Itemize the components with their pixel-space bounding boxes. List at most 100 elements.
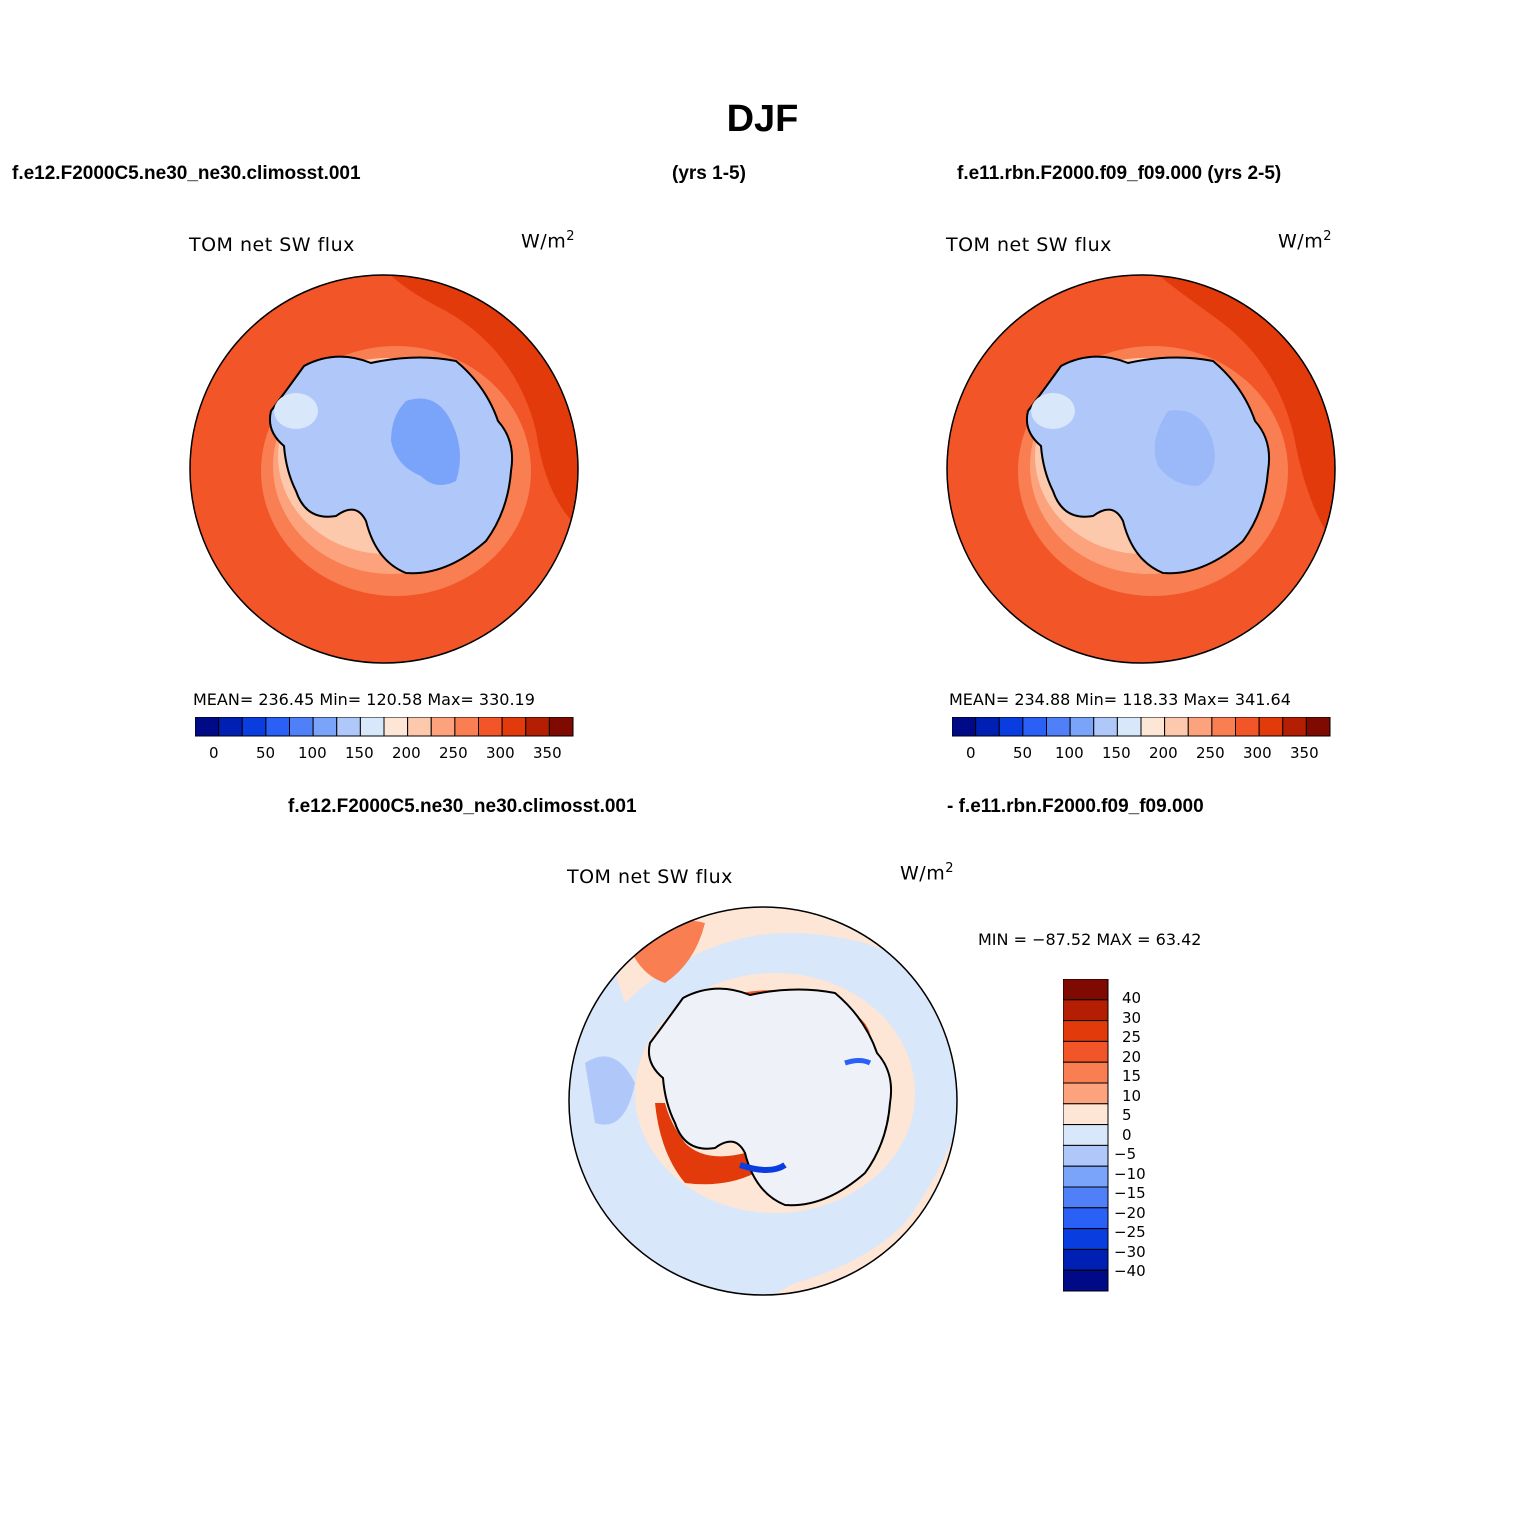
map-boundary bbox=[568, 906, 958, 1296]
negative-diff-patch bbox=[585, 1056, 635, 1125]
right-case-header: f.e11.rbn.F2000.f09_f09.000 (yrs 2-5) bbox=[957, 163, 1282, 184]
colorbar-swatch bbox=[407, 717, 432, 737]
diff-stats: MIN = −87.52 MAX = 63.42 bbox=[978, 930, 1202, 949]
colorbar-swatch bbox=[1282, 717, 1307, 737]
diff-case-b-header: - f.e11.rbn.F2000.f09_f09.000 bbox=[947, 796, 1204, 817]
diff-tick: −25 bbox=[1114, 1223, 1146, 1241]
colorbar-swatch bbox=[1063, 1040, 1109, 1063]
colorbar-swatch bbox=[1063, 1186, 1109, 1209]
antarctica-continent bbox=[647, 987, 893, 1207]
left-variable-label: TOM net SW flux bbox=[189, 234, 355, 256]
colorbar-swatch bbox=[1063, 999, 1109, 1022]
colorbar-swatch bbox=[312, 717, 338, 737]
colorbar-swatch bbox=[548, 717, 574, 737]
diff-tick: 25 bbox=[1122, 1028, 1142, 1046]
right-units-label: W/m2 bbox=[1278, 229, 1332, 253]
coastal-strong-negative-east bbox=[844, 1058, 872, 1066]
right-polar-map bbox=[946, 274, 1336, 664]
ice-shelf-region bbox=[1031, 393, 1075, 429]
right-tick: 100 bbox=[1055, 744, 1084, 762]
right-tick: 150 bbox=[1102, 744, 1131, 762]
left-tick: 0 bbox=[209, 744, 219, 762]
colorbar-swatch bbox=[1235, 717, 1260, 737]
coastal-strong-positive bbox=[655, 1103, 755, 1185]
colorbar-swatch bbox=[501, 717, 527, 737]
diff-colorbar-ticks: 40 30 25 20 15 10 5 0 −5 −10 −15 −20 −25… bbox=[1114, 979, 1178, 1292]
diff-tick: 0 bbox=[1122, 1126, 1132, 1144]
colorbar-swatch bbox=[1140, 717, 1166, 737]
antarctica-continent bbox=[268, 355, 514, 575]
colorbar-swatch bbox=[265, 717, 291, 737]
left-tick: 200 bbox=[392, 744, 421, 762]
diff-tick: −5 bbox=[1114, 1145, 1137, 1163]
colorbar-swatch bbox=[1063, 1082, 1109, 1105]
colorbar-swatch bbox=[1187, 717, 1213, 737]
colorbar-swatch bbox=[1069, 717, 1095, 737]
colorbar-swatch bbox=[383, 717, 409, 737]
colorbar-swatch bbox=[1063, 979, 1109, 1001]
left-tick: 350 bbox=[533, 744, 562, 762]
colorbar-swatch bbox=[1063, 1228, 1109, 1250]
diff-tick: 20 bbox=[1122, 1048, 1142, 1066]
colorbar-swatch bbox=[1063, 1165, 1109, 1188]
right-stats: MEAN= 234.88 Min= 118.33 Max= 341.64 bbox=[949, 690, 1291, 709]
colorbar-swatch bbox=[454, 717, 480, 737]
colorbar-swatch bbox=[1063, 1061, 1109, 1084]
colorbar-swatch bbox=[1305, 717, 1331, 737]
colorbar-swatch bbox=[1063, 1103, 1109, 1126]
colorbar-swatch bbox=[1063, 1269, 1109, 1292]
map-boundary bbox=[946, 274, 1336, 664]
left-tick: 250 bbox=[439, 744, 468, 762]
diff-tick: −30 bbox=[1114, 1243, 1146, 1261]
coastal-strong-negative bbox=[739, 1162, 787, 1173]
colorbar-swatch bbox=[1046, 717, 1071, 737]
left-case-header: f.e12.F2000C5.ne30_ne30.climosst.001 bbox=[12, 163, 361, 184]
continental-low-flux bbox=[391, 398, 460, 485]
right-tick: 250 bbox=[1196, 744, 1225, 762]
map-boundary bbox=[189, 274, 579, 664]
right-variable-label: TOM net SW flux bbox=[946, 234, 1112, 256]
diff-tick: −10 bbox=[1114, 1165, 1146, 1183]
colorbar-swatch bbox=[1211, 717, 1237, 737]
left-stats: MEAN= 236.45 Min= 120.58 Max= 330.19 bbox=[193, 690, 535, 709]
colorbar-swatch bbox=[975, 717, 1000, 737]
diff-units-label: W/m2 bbox=[900, 861, 954, 885]
diff-colorbar bbox=[1063, 979, 1109, 1292]
left-tick: 50 bbox=[256, 744, 276, 762]
right-colorbar-ticks: 0 50 100 150 200 250 300 350 bbox=[952, 744, 1332, 764]
left-tick: 300 bbox=[486, 744, 515, 762]
diff-tick: 40 bbox=[1122, 989, 1142, 1007]
colorbar-swatch bbox=[336, 717, 361, 737]
colorbar-swatch bbox=[525, 717, 550, 737]
diff-tick: −15 bbox=[1114, 1184, 1146, 1202]
colorbar-swatch bbox=[1258, 717, 1284, 737]
left-colorbar bbox=[195, 717, 574, 737]
ice-shelf-region bbox=[274, 393, 318, 429]
colorbar-swatch bbox=[1063, 1124, 1109, 1146]
colorbar-swatch bbox=[430, 717, 456, 737]
colorbar-swatch bbox=[998, 717, 1024, 737]
left-colorbar-ticks: 0 50 100 150 200 250 300 350 bbox=[195, 744, 575, 764]
colorbar-swatch bbox=[952, 717, 977, 737]
colorbar-swatch bbox=[1063, 1020, 1109, 1042]
colorbar-swatch bbox=[1022, 717, 1048, 737]
right-tick: 300 bbox=[1243, 744, 1272, 762]
diff-tick: 5 bbox=[1122, 1106, 1132, 1124]
colorbar-swatch bbox=[289, 717, 314, 737]
right-colorbar bbox=[952, 717, 1331, 737]
diff-case-a-header: f.e12.F2000C5.ne30_ne30.climosst.001 bbox=[288, 796, 637, 817]
colorbar-swatch bbox=[1116, 717, 1142, 737]
page-title: DJF bbox=[726, 98, 799, 140]
diff-tick: 15 bbox=[1122, 1067, 1142, 1085]
diff-polar-map bbox=[568, 906, 958, 1296]
right-tick: 350 bbox=[1290, 744, 1319, 762]
left-tick: 100 bbox=[298, 744, 327, 762]
colorbar-swatch bbox=[1063, 1207, 1109, 1230]
colorbar-swatch bbox=[1164, 717, 1189, 737]
diff-tick: −20 bbox=[1114, 1204, 1146, 1222]
colorbar-swatch bbox=[1063, 1144, 1109, 1167]
diff-tick: −40 bbox=[1114, 1262, 1146, 1280]
left-polar-map bbox=[189, 274, 579, 664]
diff-tick: 30 bbox=[1122, 1009, 1142, 1027]
colorbar-swatch bbox=[241, 717, 267, 737]
